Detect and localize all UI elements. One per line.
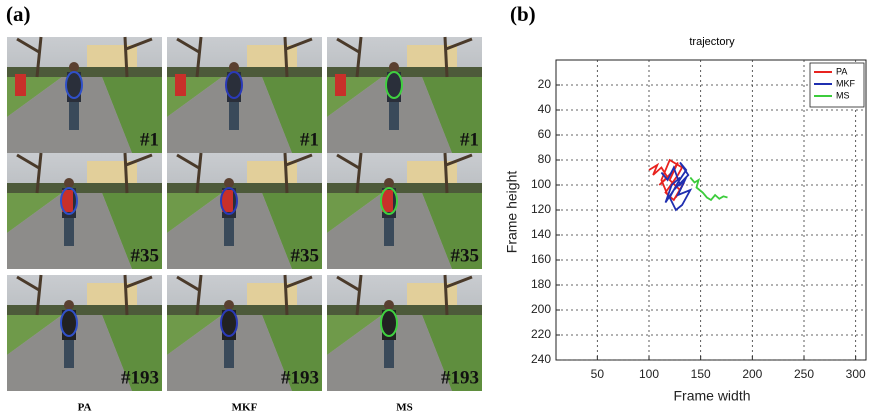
frame-label: #1 (300, 129, 319, 150)
legs (384, 340, 394, 368)
hedge (327, 305, 482, 315)
head (224, 178, 234, 188)
y-tick-label: 140 (531, 227, 551, 241)
x-tick-label: 150 (691, 367, 711, 381)
page: {"panel_a": {"label": "(a)", "columns": … (0, 0, 876, 417)
hedge (7, 305, 162, 315)
legend-label: MS (836, 90, 850, 100)
walker (175, 74, 186, 96)
head (64, 178, 74, 188)
frame-label: #35 (291, 245, 320, 266)
photo: #193 (7, 275, 162, 391)
column-label: PA (78, 402, 92, 414)
photo: #1 (7, 37, 162, 153)
y-tick-label: 220 (531, 327, 551, 341)
hedge (7, 183, 162, 193)
column-label: MS (396, 402, 413, 414)
chart: 50 100 150 200 250 300 20 40 60 80 100 120 140 160 180… (531, 60, 866, 381)
legend-label: PA (836, 66, 847, 76)
frame-label: #193 (281, 367, 319, 388)
y-tick-label: 180 (531, 277, 551, 291)
x-tick-label: 100 (639, 367, 659, 381)
hedge (167, 183, 322, 193)
photo-grid: #1 #1 #1 #35 #35 #35 #193 #193 #193 PA MKF MS (7, 37, 482, 414)
frame-label: #1 (460, 129, 479, 150)
frame-label: #193 (121, 367, 159, 388)
frame-label: #35 (131, 245, 160, 266)
x-tick-label: 300 (846, 367, 866, 381)
hedge (167, 305, 322, 315)
frame-label: #35 (451, 245, 480, 266)
y-tick-label: 40 (538, 102, 552, 116)
legs (224, 218, 234, 246)
legs (224, 340, 234, 368)
y-tick-label: 200 (531, 302, 551, 316)
y-axis-label: Frame height (504, 171, 520, 254)
legs (64, 340, 74, 368)
photo: #1 (167, 37, 322, 153)
photo: #35 (7, 153, 162, 269)
y-tick-label: 240 (531, 352, 551, 366)
frame-label: #1 (140, 129, 159, 150)
head (389, 62, 399, 72)
photo: #35 (327, 153, 482, 269)
head (384, 178, 394, 188)
legend-label: MKF (836, 78, 856, 88)
legs (69, 102, 79, 130)
hedge (327, 183, 482, 193)
photo: #1 (327, 37, 482, 153)
column-label: MKF (232, 402, 258, 414)
head (224, 300, 234, 310)
head (384, 300, 394, 310)
photo: #193 (327, 275, 482, 391)
x-tick-label: 50 (591, 367, 605, 381)
y-tick-label: 20 (538, 77, 552, 91)
y-tick-label: 100 (531, 177, 551, 191)
legs (389, 102, 399, 130)
x-tick-label: 200 (742, 367, 762, 381)
head (69, 62, 79, 72)
panel-label: (a) (6, 2, 31, 26)
y-tick-label: 120 (531, 202, 551, 216)
hedge (7, 67, 162, 77)
head (64, 300, 74, 310)
walker (335, 74, 346, 96)
panel-label: (b) (510, 2, 536, 26)
photo: #193 (167, 275, 322, 391)
y-tick-label: 60 (538, 127, 552, 141)
figure: (a) #1 #1 #1 #35 #35 #35 #193 #193 #193 PA MKF MS (… (0, 0, 876, 417)
hedge (167, 67, 322, 77)
legs (229, 102, 239, 130)
x-tick-label: 250 (794, 367, 814, 381)
x-axis-label: Frame width (673, 388, 750, 404)
frame-label: #193 (441, 367, 479, 388)
chart-title: trajectory (689, 36, 735, 48)
y-tick-label: 80 (538, 152, 552, 166)
photo: #35 (167, 153, 322, 269)
y-tick-label: 160 (531, 252, 551, 266)
legs (384, 218, 394, 246)
head (229, 62, 239, 72)
walker (15, 74, 26, 96)
legs (64, 218, 74, 246)
hedge (327, 67, 482, 77)
